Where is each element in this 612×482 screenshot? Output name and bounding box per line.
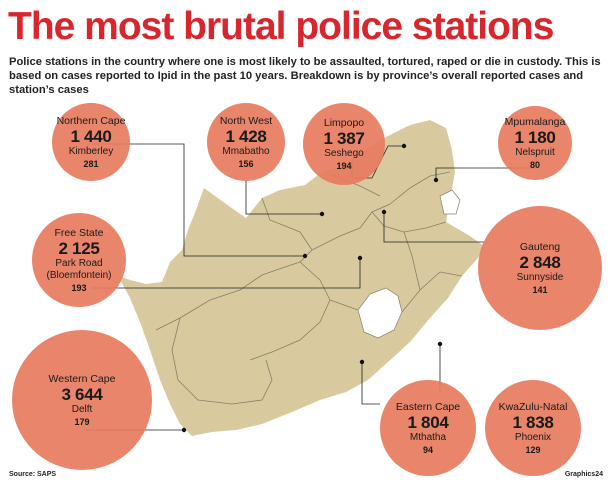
station-name: Mmabatho bbox=[222, 145, 270, 157]
bubble-northern-cape: Northern Cape 1 440 Kimberley 281 bbox=[52, 103, 130, 181]
station-name: Nelspruit bbox=[515, 146, 555, 158]
province-total: 1 440 bbox=[70, 126, 112, 146]
bubble-gauteng: Gauteng 2 848 Sunnyside 141 bbox=[478, 206, 602, 330]
bubble-free-state: Free State 2 125 Park Road (Bloemfontein… bbox=[32, 213, 126, 307]
bubble-north-west: North West 1 428 Mmabatho 156 bbox=[207, 103, 285, 181]
station-cases: 194 bbox=[336, 160, 352, 171]
station-name: Mthatha bbox=[409, 431, 447, 443]
bubble-western-cape: Western Cape 3 644 Delft 179 bbox=[12, 330, 152, 470]
station-name: Park Road (Bloemfontein) bbox=[46, 257, 112, 281]
source-note: Source: SAPS bbox=[9, 471, 57, 478]
bubble-mpumalanga: Mpumalanga 1 180 Nelspruit 80 bbox=[498, 106, 572, 180]
province-total: 1 804 bbox=[407, 412, 449, 432]
bubble-kwazulu-natal: KwaZulu-Natal 1 838 Phoenix 129 bbox=[485, 380, 581, 476]
province-name: Northern Cape bbox=[56, 114, 126, 127]
eswatini bbox=[439, 189, 461, 215]
station-name: Delft bbox=[71, 403, 93, 415]
province-name: Eastern Cape bbox=[395, 400, 461, 413]
station-cases: 179 bbox=[74, 416, 90, 427]
bubble-limpopo: Limpopo 1 387 Seshego 194 bbox=[303, 103, 385, 185]
subtitle: Police stations in the country where one… bbox=[9, 56, 601, 96]
station-markers bbox=[181, 143, 443, 433]
graphics-credit: Graphics24 bbox=[564, 471, 603, 478]
station-cases: 80 bbox=[529, 159, 540, 170]
station-cases: 156 bbox=[238, 158, 254, 169]
station-name: Phoenix bbox=[514, 431, 552, 443]
province-total: 1 838 bbox=[512, 412, 554, 432]
province-name: Free State bbox=[54, 226, 104, 239]
province-name: Western Cape bbox=[48, 372, 116, 385]
provincial-borders bbox=[155, 171, 463, 405]
province-total: 2 848 bbox=[519, 252, 561, 272]
leader-lines bbox=[86, 143, 537, 431]
province-total: 1 387 bbox=[323, 128, 365, 148]
province-total: 1 180 bbox=[514, 127, 556, 147]
station-cases: 141 bbox=[532, 284, 548, 295]
station-cases: 129 bbox=[525, 444, 541, 455]
bubble-eastern-cape: Eastern Cape 1 804 Mthatha 94 bbox=[380, 380, 476, 476]
province-name: Limpopo bbox=[323, 116, 365, 129]
province-name: North West bbox=[219, 114, 273, 127]
province-name: Mpumalanga bbox=[504, 115, 566, 128]
province-total: 3 644 bbox=[61, 384, 103, 404]
province-total: 2 125 bbox=[58, 238, 100, 258]
station-name: Kimberley bbox=[68, 145, 114, 157]
province-total: 1 428 bbox=[225, 126, 267, 146]
page-title: The most brutal police stations bbox=[8, 5, 554, 48]
station-cases: 281 bbox=[83, 158, 99, 169]
station-cases: 193 bbox=[71, 282, 87, 293]
south-africa-land bbox=[118, 120, 484, 436]
province-name: Gauteng bbox=[519, 240, 561, 253]
province-name: KwaZulu-Natal bbox=[498, 400, 568, 413]
station-name: Seshego bbox=[324, 147, 364, 159]
station-cases: 94 bbox=[422, 444, 433, 455]
station-name: Sunnyside bbox=[516, 271, 564, 283]
